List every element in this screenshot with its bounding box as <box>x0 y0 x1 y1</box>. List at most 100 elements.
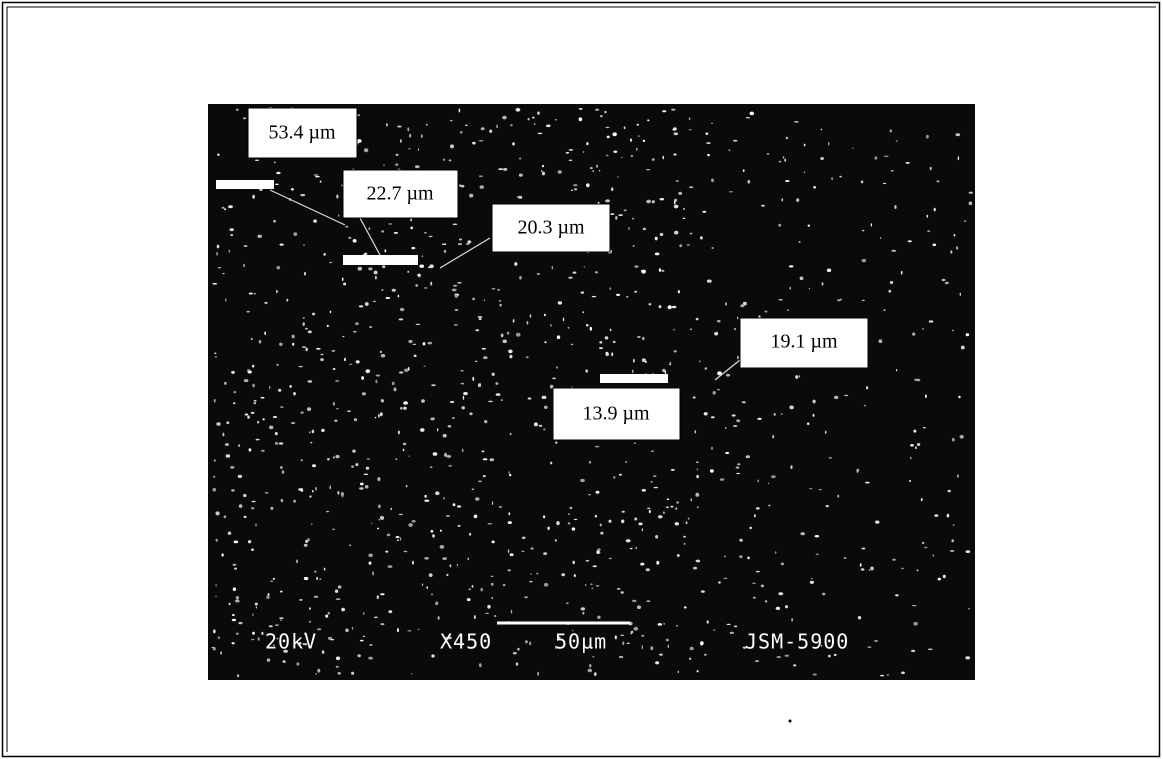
speckle <box>499 300 502 301</box>
speckle <box>273 578 275 580</box>
speckle <box>844 395 848 396</box>
speckle <box>410 227 413 230</box>
speckle <box>642 489 646 492</box>
speckle <box>249 293 253 295</box>
speckle <box>457 564 458 567</box>
speckle <box>894 205 896 209</box>
speckle <box>786 137 788 139</box>
speckle <box>683 543 685 545</box>
speckle <box>423 342 426 345</box>
speckle <box>286 299 288 302</box>
speckle <box>333 368 336 370</box>
speckle <box>647 508 650 509</box>
speckle <box>519 174 523 177</box>
speckle <box>277 266 281 269</box>
speckle <box>280 466 283 469</box>
speckle <box>673 154 676 156</box>
speckle <box>391 508 392 510</box>
speckle <box>569 507 572 510</box>
speckle <box>779 161 781 163</box>
speckle <box>925 394 927 398</box>
speckle <box>342 336 344 337</box>
speckle <box>725 302 726 305</box>
speckle <box>498 168 503 170</box>
speckle <box>579 108 583 110</box>
speckle <box>611 187 613 191</box>
speckle <box>443 434 447 438</box>
speckle <box>725 427 727 429</box>
speckle <box>431 530 434 533</box>
speckle <box>951 539 954 542</box>
speckle <box>338 214 339 216</box>
speckle <box>883 183 886 184</box>
speckle <box>352 627 353 630</box>
speckle <box>641 270 646 274</box>
speckle <box>238 444 240 447</box>
speckle <box>417 274 420 276</box>
speckle <box>889 290 892 293</box>
speckle <box>375 276 377 280</box>
speckle <box>407 630 411 631</box>
speckle <box>672 306 677 309</box>
speckle <box>921 498 923 501</box>
speckle <box>958 156 959 160</box>
speckle <box>844 557 847 559</box>
speckle <box>619 656 623 658</box>
speckle <box>660 198 665 200</box>
speckle <box>345 226 348 228</box>
speckle <box>212 283 217 285</box>
speckle <box>816 554 819 555</box>
speckle <box>386 297 391 299</box>
speckle <box>804 172 806 174</box>
speckle <box>495 382 498 385</box>
speckle <box>386 123 388 126</box>
speckle <box>463 396 464 400</box>
speckle <box>736 473 740 474</box>
speckle <box>509 474 511 476</box>
speckle <box>880 675 884 677</box>
speckle <box>377 595 379 599</box>
speckle <box>368 267 372 270</box>
speckle <box>313 219 317 222</box>
speckle <box>896 140 898 141</box>
speckle <box>834 396 838 399</box>
speckle <box>726 374 730 377</box>
speckle <box>938 578 941 581</box>
speckle <box>232 642 235 644</box>
speckle <box>652 200 655 203</box>
speckle <box>926 135 929 139</box>
speckle <box>746 455 750 458</box>
speckle <box>358 267 362 271</box>
speckle <box>410 218 412 221</box>
speckle <box>291 188 294 191</box>
speckle <box>579 117 583 121</box>
speckle <box>469 589 471 590</box>
speckle <box>697 469 699 471</box>
speckle <box>214 459 216 461</box>
speckle <box>960 435 964 439</box>
speckle <box>233 587 236 591</box>
speckle <box>637 336 641 338</box>
speckle <box>419 265 424 268</box>
measure-marker <box>216 180 274 189</box>
speckle <box>733 140 738 142</box>
speckle <box>684 606 687 608</box>
speckle <box>571 190 574 191</box>
speckle <box>933 554 935 556</box>
speckle <box>589 461 591 464</box>
speckle <box>705 367 708 370</box>
speckle <box>589 664 591 668</box>
speckle <box>550 462 552 465</box>
speckle <box>479 318 482 320</box>
speckle <box>588 669 592 672</box>
speckle <box>679 244 682 247</box>
speckle <box>646 169 650 170</box>
speckle <box>262 418 264 420</box>
speckle <box>700 236 703 239</box>
speckle <box>492 501 493 505</box>
speckle <box>461 185 465 188</box>
speckle <box>634 265 638 267</box>
speckle <box>343 283 346 286</box>
speckle <box>544 406 548 409</box>
speckle <box>478 316 483 318</box>
